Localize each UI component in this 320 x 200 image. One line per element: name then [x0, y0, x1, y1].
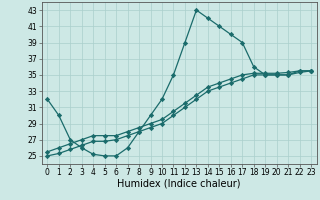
X-axis label: Humidex (Indice chaleur): Humidex (Indice chaleur) [117, 179, 241, 189]
